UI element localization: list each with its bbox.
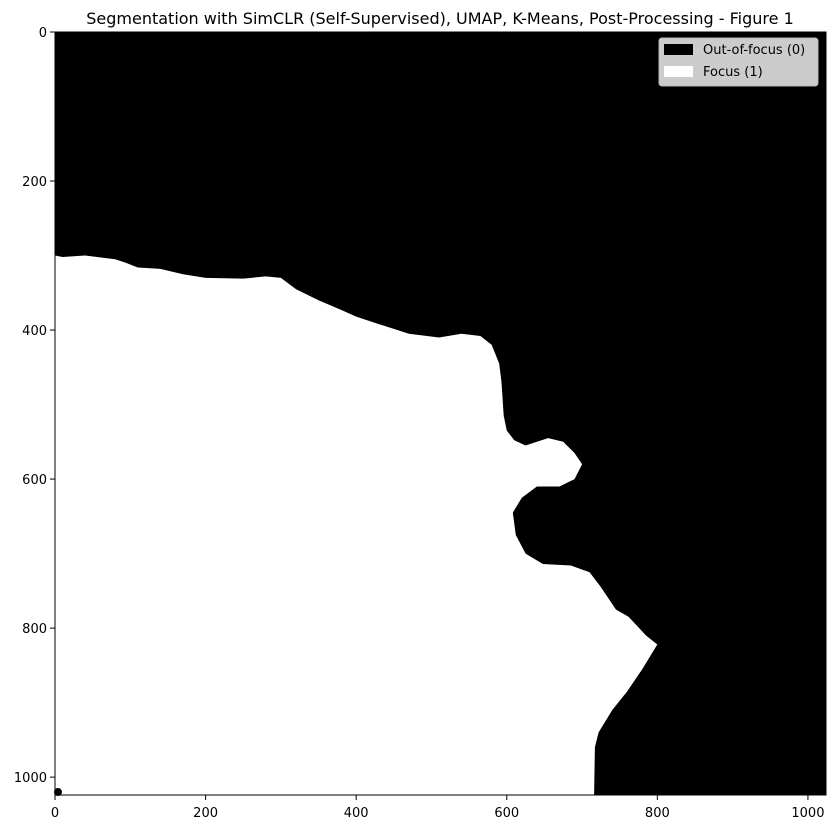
legend-label-focus: Focus (1) xyxy=(703,65,763,80)
legend-label-out-of-focus: Out-of-focus (0) xyxy=(703,43,805,58)
x-tick-label: 1000 xyxy=(791,806,824,821)
legend: Out-of-focus (0) Focus (1) xyxy=(658,37,819,87)
focus-region xyxy=(55,255,658,795)
x-axis: 0 200 400 600 800 1000 xyxy=(51,795,824,821)
noise-blob xyxy=(54,788,62,797)
plot-frame xyxy=(54,31,827,796)
y-tick-label: 1000 xyxy=(14,771,47,786)
y-axis: 0 200 400 600 800 1000 xyxy=(14,26,55,786)
y-tick-label: 800 xyxy=(22,622,47,637)
y-tick-label: 600 xyxy=(22,473,47,488)
x-tick-label: 800 xyxy=(645,806,670,821)
legend-box xyxy=(658,37,819,87)
y-tick-label: 0 xyxy=(39,26,47,41)
chart-title: Segmentation with SimCLR (Self-Supervise… xyxy=(86,9,794,28)
y-tick-label: 400 xyxy=(22,324,47,339)
x-tick-label: 0 xyxy=(51,806,59,821)
plot-area xyxy=(54,31,827,797)
y-tick-label: 200 xyxy=(22,175,47,190)
legend-swatch-out-of-focus xyxy=(664,44,693,55)
x-tick-label: 600 xyxy=(494,806,519,821)
legend-swatch-focus xyxy=(664,66,693,77)
x-tick-label: 400 xyxy=(344,806,369,821)
x-tick-label: 200 xyxy=(193,806,218,821)
